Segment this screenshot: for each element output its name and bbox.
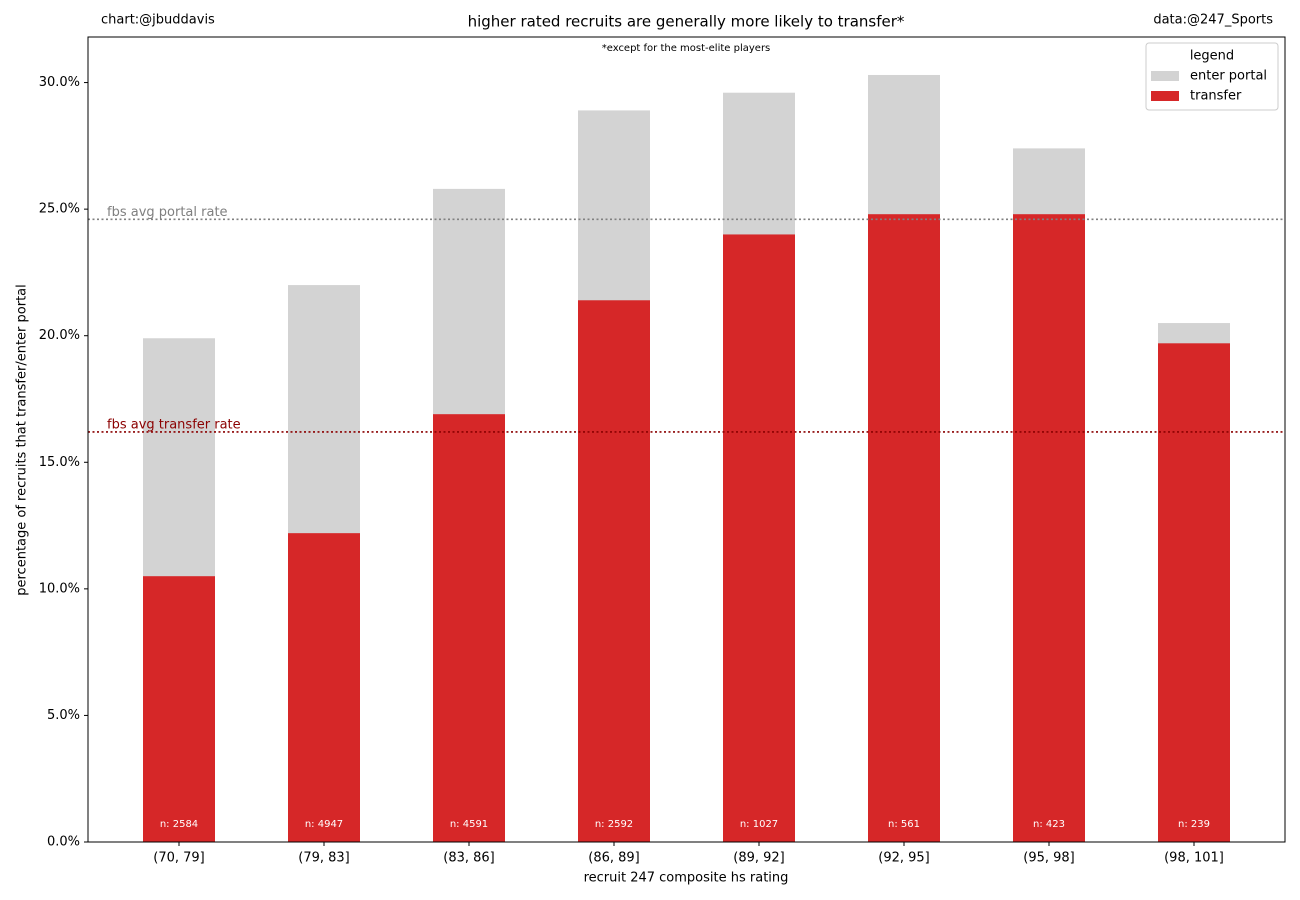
- y-tick-label: 30.0%: [39, 75, 80, 90]
- y-tick-label: 20.0%: [39, 328, 80, 343]
- x-tick-label: (79, 83]: [298, 851, 350, 866]
- x-tick-label: (98, 101]: [1164, 851, 1224, 866]
- bar-label: n: 4591: [450, 819, 488, 830]
- x-tick-label: (86, 89]: [588, 851, 640, 866]
- x-tick-label: (70, 79]: [153, 851, 205, 866]
- bar-label: n: 239: [1178, 819, 1210, 830]
- legend-label: enter portal: [1190, 69, 1267, 84]
- bar: [288, 533, 360, 842]
- credit-right: data:@247_Sports: [1153, 13, 1273, 28]
- y-tick-label: 15.0%: [39, 455, 80, 470]
- bar-label: n: 561: [888, 819, 920, 830]
- plot-frame: [87, 36, 1286, 843]
- y-tick-label: 5.0%: [47, 708, 80, 723]
- reference-label: fbs avg transfer rate: [107, 417, 241, 432]
- bar: [433, 414, 505, 842]
- reference-label: fbs avg portal rate: [107, 205, 228, 220]
- bar-label: n: 423: [1033, 819, 1065, 830]
- bar-label: n: 2592: [595, 819, 633, 830]
- bar-label: n: 2584: [160, 819, 198, 830]
- chart-title: higher rated recruits are generally more…: [468, 13, 905, 31]
- y-tick-label: 0.0%: [47, 835, 80, 850]
- x-tick-label: (92, 95]: [878, 851, 930, 866]
- legend-label: transfer: [1190, 89, 1242, 104]
- bar: [1158, 343, 1230, 842]
- credit-left: chart:@jbuddavis: [101, 13, 215, 28]
- bar: [868, 214, 940, 842]
- bar: [578, 300, 650, 842]
- x-tick-label: (95, 98]: [1023, 851, 1075, 866]
- x-tick-label: (89, 92]: [733, 851, 785, 866]
- bar: [143, 576, 215, 842]
- legend-swatch: [1151, 91, 1179, 101]
- subtitle: *except for the most-elite players: [602, 43, 771, 54]
- y-tick-label: 10.0%: [39, 581, 80, 596]
- bar-label: n: 1027: [740, 819, 778, 830]
- legend-title: legend: [1190, 49, 1234, 64]
- x-tick-label: (83, 86]: [443, 851, 495, 866]
- y-axis-label: percentage of recruits that transfer/ent…: [15, 284, 30, 596]
- bar: [1013, 214, 1085, 842]
- bar-label: n: 4947: [305, 819, 343, 830]
- y-tick-label: 25.0%: [39, 202, 80, 217]
- bar: [723, 234, 795, 843]
- x-axis-label: recruit 247 composite hs rating: [584, 871, 789, 886]
- legend-swatch: [1151, 71, 1179, 81]
